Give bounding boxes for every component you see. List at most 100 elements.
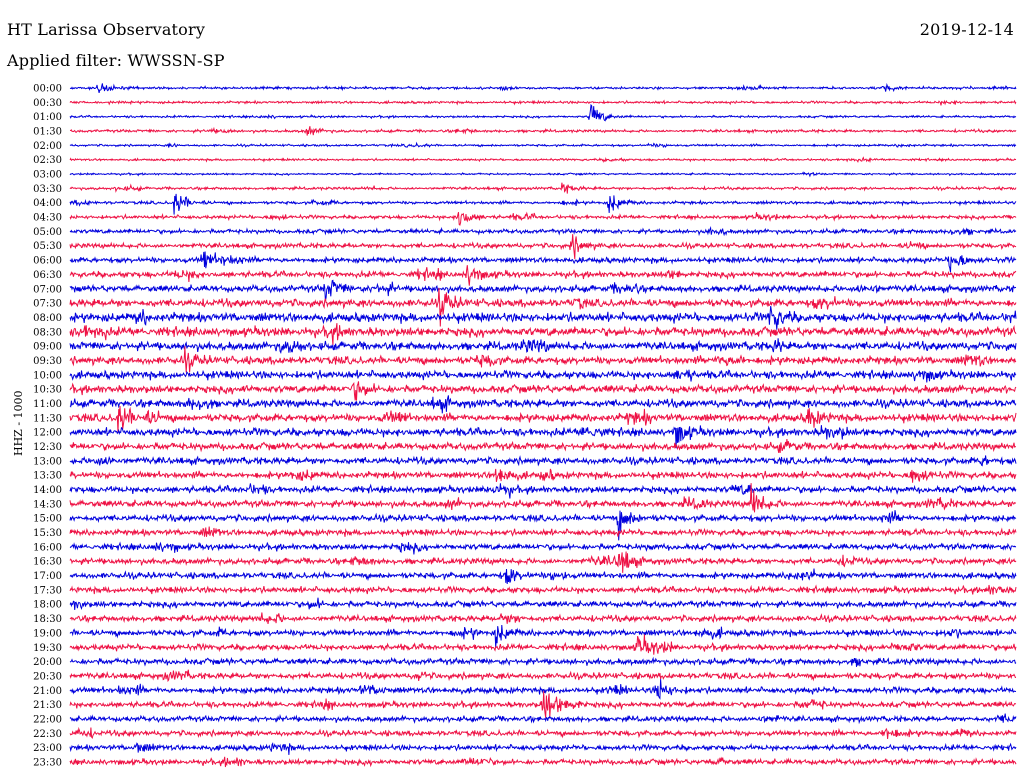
time-tick-label: 03:00 xyxy=(33,170,62,181)
trace-0730 xyxy=(69,287,1017,327)
trace-1300 xyxy=(69,455,1017,467)
trace-1630 xyxy=(69,551,1017,573)
time-tick-label: 11:30 xyxy=(33,413,62,424)
trace-1200 xyxy=(69,425,1017,449)
time-tick-label: 09:30 xyxy=(33,356,62,367)
time-tick-label: 15:30 xyxy=(33,528,62,539)
applied-filter-label: Applied filter: WWSSN-SP xyxy=(7,51,225,70)
time-tick-label: 14:30 xyxy=(33,499,62,510)
trace-2000 xyxy=(69,656,1017,667)
time-tick-label: 10:00 xyxy=(33,370,62,381)
time-tick-label: 08:00 xyxy=(33,313,62,324)
trace-0630 xyxy=(69,265,1017,286)
recording-date: 2019-12-14 xyxy=(919,20,1014,39)
trace-1830 xyxy=(69,612,1017,624)
trace-0530 xyxy=(69,234,1017,260)
time-tick-label: 06:00 xyxy=(33,256,62,267)
time-tick-label: 01:00 xyxy=(33,112,62,123)
time-tick-label: 18:30 xyxy=(33,614,62,625)
trace-2030 xyxy=(69,669,1017,683)
time-tick-label: 19:30 xyxy=(33,643,62,654)
trace-0500 xyxy=(69,226,1017,237)
trace-2230 xyxy=(69,726,1017,740)
trace-0930 xyxy=(69,346,1017,373)
trace-0430 xyxy=(69,211,1017,226)
trace-1930 xyxy=(69,634,1017,655)
trace-1000 xyxy=(69,369,1017,383)
time-tick-label: 19:00 xyxy=(33,628,62,639)
trace-1600 xyxy=(69,541,1017,555)
trace-1330 xyxy=(69,468,1017,483)
time-tick-label: 16:30 xyxy=(33,557,62,568)
trace-0100 xyxy=(69,103,1017,122)
trace-2100 xyxy=(69,679,1017,700)
trace-0030 xyxy=(69,99,1017,106)
trace-1130 xyxy=(69,405,1017,433)
time-tick-label: 05:30 xyxy=(33,241,62,252)
trace-0330 xyxy=(69,182,1017,194)
trace-2130 xyxy=(69,691,1017,718)
trace-1900 xyxy=(69,624,1017,648)
trace-0230 xyxy=(69,156,1017,164)
trace-1030 xyxy=(69,381,1017,401)
trace-0300 xyxy=(69,171,1017,178)
time-tick-label: 00:00 xyxy=(33,84,62,95)
time-tick-label: 16:00 xyxy=(33,542,62,553)
time-tick-label: 01:30 xyxy=(33,127,62,138)
trace-0600 xyxy=(69,251,1017,273)
observatory-title: HT Larissa Observatory xyxy=(7,20,206,39)
trace-0900 xyxy=(69,338,1017,354)
time-tick-label: 02:30 xyxy=(33,155,62,166)
time-tick-label: 23:30 xyxy=(33,757,62,768)
trace-1530 xyxy=(69,526,1017,538)
trace-1730 xyxy=(69,584,1017,595)
time-tick-label: 22:30 xyxy=(33,729,62,740)
time-tick-label: 14:00 xyxy=(33,485,62,496)
time-tick-label: 00:30 xyxy=(33,98,62,109)
time-tick-label: 07:30 xyxy=(33,299,62,310)
time-tick-label: 17:00 xyxy=(33,571,62,582)
time-tick-label: 07:00 xyxy=(33,284,62,295)
trace-0400 xyxy=(69,193,1017,215)
trace-0830 xyxy=(69,323,1017,345)
time-tick-label: 20:30 xyxy=(33,671,62,682)
time-tick-label: 17:30 xyxy=(33,585,62,596)
time-tick-label: 06:30 xyxy=(33,270,62,281)
trace-0130 xyxy=(69,126,1017,136)
time-tick-label: 11:00 xyxy=(33,399,62,410)
time-tick-label: 12:30 xyxy=(33,442,62,453)
time-tick-label: 21:00 xyxy=(33,686,62,697)
time-tick-label: 04:30 xyxy=(33,213,62,224)
time-tick-label: 20:00 xyxy=(33,657,62,668)
trace-1700 xyxy=(69,568,1017,585)
time-tick-label: 22:00 xyxy=(33,714,62,725)
time-tick-label: 02:00 xyxy=(33,141,62,152)
trace-1400 xyxy=(69,483,1017,499)
time-tick-label: 08:30 xyxy=(33,327,62,338)
trace-2330 xyxy=(69,756,1017,768)
trace-1230 xyxy=(69,439,1017,454)
time-tick-label: 03:30 xyxy=(33,184,62,195)
trace-1430 xyxy=(69,483,1017,513)
time-tick-label: 13:30 xyxy=(33,471,62,482)
time-tick-label: 09:00 xyxy=(33,342,62,353)
time-tick-label: 10:30 xyxy=(33,385,62,396)
trace-1100 xyxy=(69,395,1017,414)
trace-2300 xyxy=(69,742,1017,755)
time-tick-label: 05:00 xyxy=(33,227,62,238)
trace-2200 xyxy=(69,713,1017,725)
time-tick-label: 13:00 xyxy=(33,456,62,467)
time-tick-label: 12:00 xyxy=(33,428,62,439)
time-tick-label: 23:00 xyxy=(33,743,62,754)
trace-0700 xyxy=(69,279,1017,301)
trace-0800 xyxy=(69,306,1017,330)
trace-1800 xyxy=(69,597,1017,611)
trace-1500 xyxy=(69,510,1017,541)
time-tick-label: 15:00 xyxy=(33,514,62,525)
time-tick-label: 18:00 xyxy=(33,600,62,611)
time-tick-label: 21:30 xyxy=(33,700,62,711)
trace-0000 xyxy=(69,82,1017,94)
time-tick-label: 04:00 xyxy=(33,198,62,209)
trace-0200 xyxy=(69,141,1017,149)
